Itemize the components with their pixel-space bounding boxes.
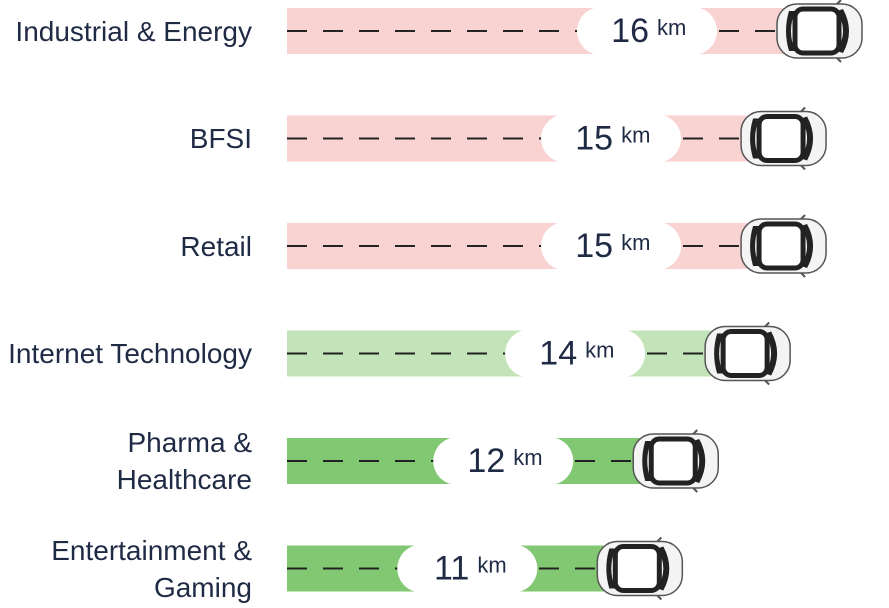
- category-label: BFSI: [0, 99, 252, 179]
- car-mirror: [692, 429, 698, 435]
- car: [596, 536, 684, 601]
- car-roof: [648, 436, 698, 486]
- car-windshield: [765, 331, 778, 376]
- value-pill: [577, 7, 717, 55]
- car-windshield: [657, 546, 670, 591]
- car-windshield: [837, 9, 849, 53]
- car-roof: [720, 329, 770, 378]
- car-roof: [612, 544, 662, 593]
- category-text: Entertainment & Gaming: [51, 534, 252, 603]
- car-mirror: [836, 57, 842, 63]
- car-mirror: [764, 379, 770, 386]
- car-mirror: [656, 594, 663, 601]
- car-mirror: [836, 0, 842, 5]
- category-text: Industrial & Energy: [15, 15, 252, 47]
- car: [740, 214, 827, 278]
- car-rear-window: [750, 226, 760, 266]
- value-label: 12: [467, 442, 505, 480]
- value-unit: km: [513, 445, 542, 470]
- car: [632, 429, 719, 493]
- car-windshield: [693, 439, 706, 483]
- car-mirror: [764, 321, 770, 328]
- car-roof: [756, 221, 806, 271]
- category-label: Internet Technology: [0, 314, 252, 394]
- category-label: Entertainment & Gaming: [0, 529, 252, 608]
- value-label: 15: [575, 227, 613, 265]
- car-windshield: [801, 116, 814, 161]
- category-label: Pharma & Healthcare: [0, 421, 252, 501]
- category-label: Retail: [0, 206, 252, 286]
- value-pill: [397, 544, 538, 593]
- car: [776, 0, 863, 63]
- value-label: 16: [611, 12, 649, 50]
- value-label: 15: [575, 119, 613, 157]
- car-rear-window: [786, 11, 795, 51]
- car-roof: [756, 114, 806, 163]
- value-unit: km: [477, 552, 506, 577]
- car-rear-window: [642, 441, 652, 481]
- value-pill: [541, 222, 682, 270]
- value-pill: [541, 114, 682, 163]
- value-unit: km: [657, 15, 686, 40]
- car: [740, 106, 827, 171]
- value-unit: km: [585, 337, 614, 362]
- car-mirror: [800, 164, 806, 171]
- category-text: Pharma & Healthcare: [116, 427, 252, 495]
- value-label: 11: [434, 549, 469, 587]
- car-roof: [792, 6, 842, 56]
- car-windshield: [801, 224, 814, 268]
- car-rear-window: [750, 118, 760, 159]
- car-rear-window: [606, 548, 616, 589]
- value-pill: [505, 329, 646, 378]
- value-label: 14: [539, 334, 577, 372]
- car-mirror: [800, 272, 806, 278]
- value-unit: km: [621, 230, 650, 255]
- car-rear-window: [714, 333, 724, 374]
- category-label: Industrial & Energy: [0, 0, 252, 71]
- category-text: BFSI: [189, 123, 252, 154]
- car-mirror: [800, 214, 806, 220]
- category-text: Internet Technology: [8, 338, 252, 369]
- car-mirror: [692, 487, 698, 493]
- value-unit: km: [621, 122, 650, 147]
- category-text: Retail: [180, 230, 252, 262]
- car-mirror: [656, 536, 663, 543]
- value-pill: [433, 437, 574, 485]
- car-mirror: [800, 106, 806, 113]
- car: [704, 321, 791, 386]
